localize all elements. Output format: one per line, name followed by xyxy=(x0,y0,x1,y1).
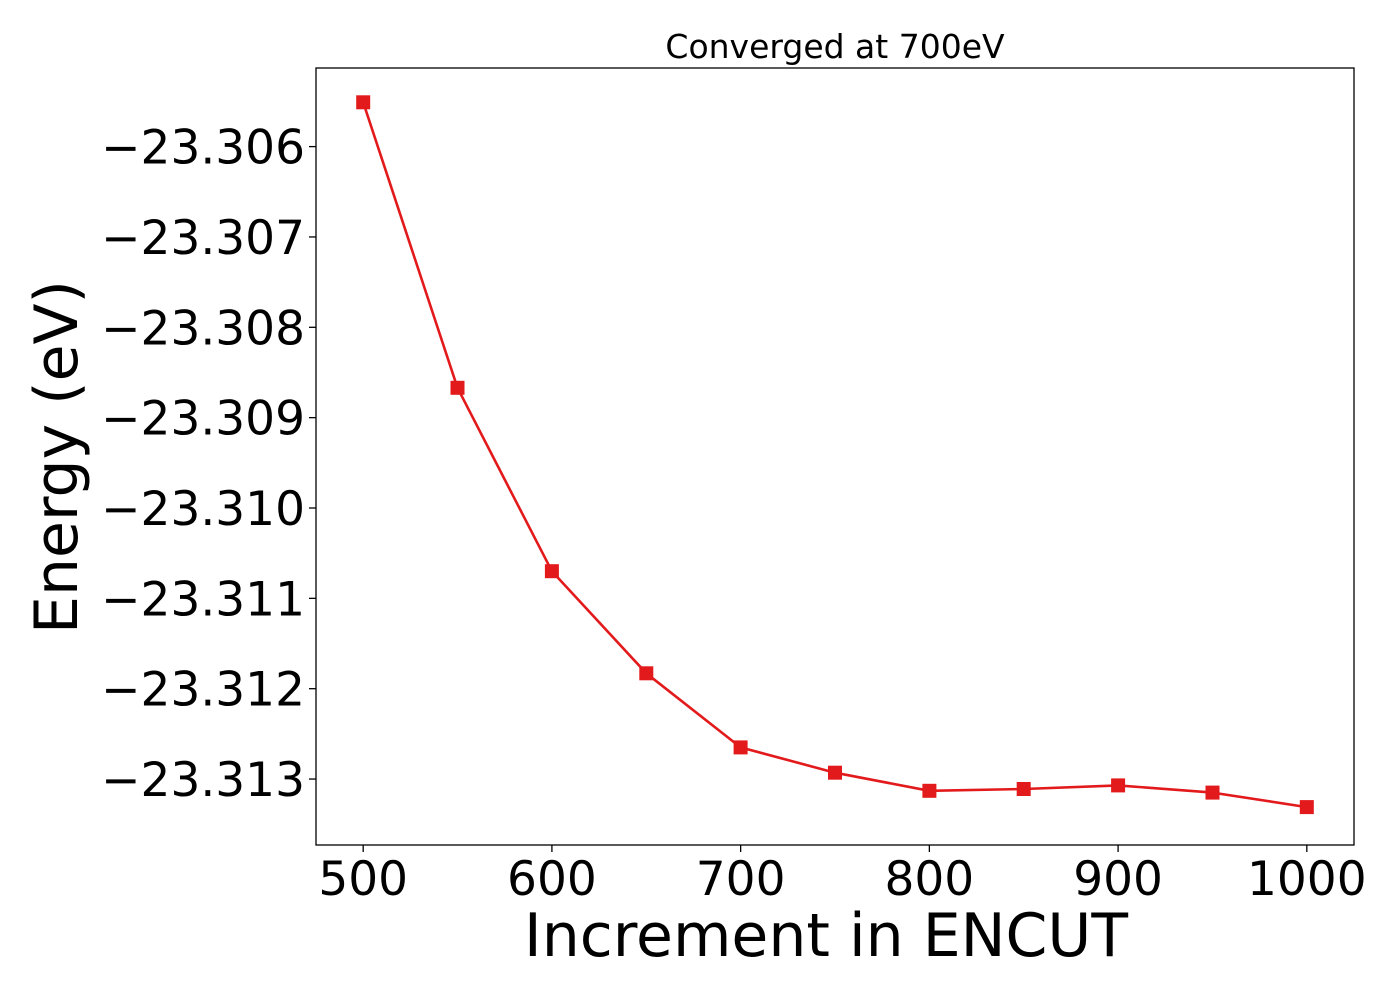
data-point-marker xyxy=(1205,785,1220,800)
data-point-marker xyxy=(1299,800,1314,815)
plot-area-frame xyxy=(315,67,1355,846)
data-point-marker xyxy=(356,95,371,110)
y-tick-label: −23.311 xyxy=(101,572,305,627)
x-tick-label: 1000 xyxy=(1247,852,1367,907)
y-tick-label: −23.309 xyxy=(101,392,305,447)
y-axis-ticks: −23.306 −23.307 −23.308 −23.309 −23.310 −23.3… xyxy=(101,121,316,808)
x-axis-ticks: 500 600 700 800 900 1000 xyxy=(318,845,1367,907)
y-tick-label: −23.307 xyxy=(101,211,305,266)
y-tick-label: −23.310 xyxy=(101,482,305,537)
data-point-marker xyxy=(828,765,842,780)
data-point-marker xyxy=(1016,782,1031,796)
y-axis-label: Energy (eV) xyxy=(22,280,92,634)
x-tick-label: 500 xyxy=(318,852,408,907)
y-tick-label: −23.308 xyxy=(101,301,305,356)
chart-title: Converged at 700eV xyxy=(665,27,1005,66)
data-point-marker xyxy=(639,666,654,681)
x-tick-label: 600 xyxy=(507,852,597,907)
plot-layer xyxy=(356,95,1314,815)
y-tick-label: −23.313 xyxy=(101,753,305,808)
x-tick-label: 800 xyxy=(885,852,975,907)
x-tick-label: 900 xyxy=(1073,852,1163,907)
y-tick-label: −23.306 xyxy=(101,121,305,176)
x-tick-label: 700 xyxy=(696,852,786,907)
data-point-marker xyxy=(922,783,937,798)
data-point-marker xyxy=(450,380,465,395)
x-axis-label: Increment in ENCUT xyxy=(524,901,1128,971)
data-point-marker xyxy=(1111,778,1126,793)
data-point-marker xyxy=(544,564,559,579)
data-point-marker xyxy=(733,740,748,755)
y-tick-label: −23.312 xyxy=(101,663,305,718)
